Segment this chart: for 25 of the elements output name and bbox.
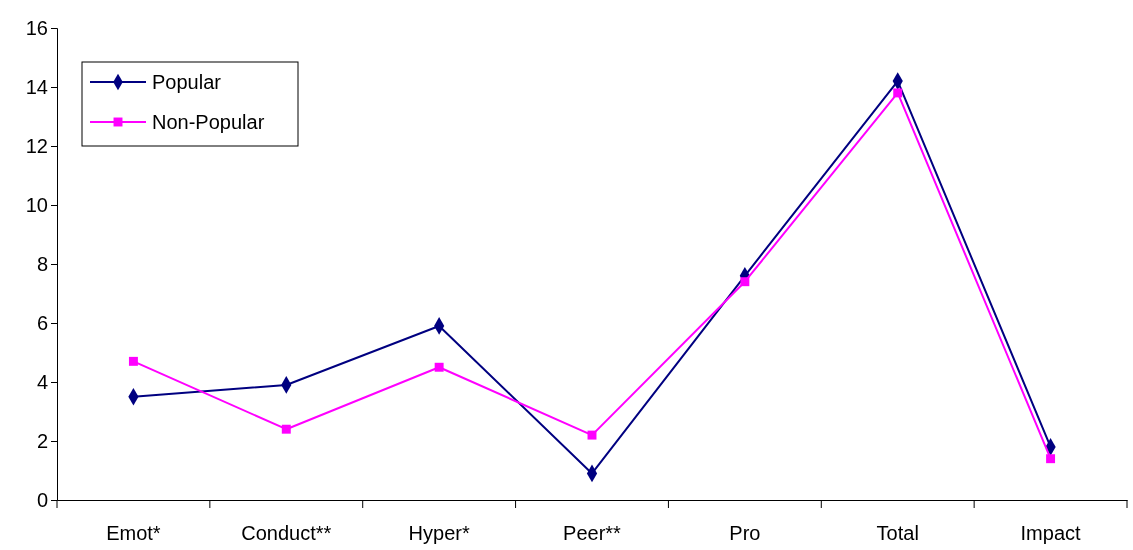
y-tick-label: 8: [36, 252, 48, 275]
point: [128, 356, 138, 366]
y-tick-label: 2: [36, 429, 48, 452]
x-tick-label: Emot*: [106, 522, 161, 545]
y-tick-label: 14: [25, 75, 48, 98]
point: [587, 430, 597, 440]
y-tick-label: 10: [25, 193, 48, 216]
x-tick-label: Conduct**: [241, 522, 332, 545]
point: [434, 362, 444, 372]
y-tick-label: 12: [25, 134, 48, 157]
point: [1046, 454, 1056, 464]
x-tick-label: Peer**: [563, 522, 622, 545]
x-tick-label: Pro: [729, 522, 761, 545]
legend-label: Non-Popular: [152, 111, 265, 133]
point: [893, 88, 903, 98]
y-tick-label: 4: [36, 370, 48, 393]
y-tick-label: 6: [36, 311, 48, 334]
x-tick-label: Hyper*: [408, 522, 470, 545]
point: [281, 424, 291, 434]
point: [740, 277, 750, 287]
y-tick-label: 0: [36, 488, 48, 511]
x-tick-label: Impact: [1020, 522, 1082, 545]
y-tick-label: 16: [25, 16, 48, 39]
x-tick-label: Total: [876, 522, 919, 545]
legend-label: Popular: [152, 71, 222, 93]
